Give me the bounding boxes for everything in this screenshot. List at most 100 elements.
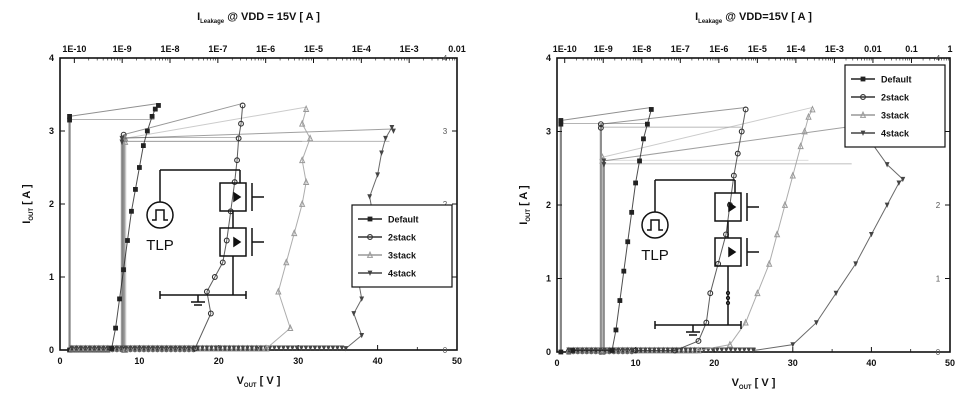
top-tick-label: 0.1 — [905, 44, 918, 54]
baseline-point — [167, 344, 175, 352]
data-point — [790, 342, 796, 348]
x-axis-label-subscript: OUT — [244, 383, 257, 389]
baseline-point — [87, 345, 93, 351]
baseline-point — [240, 345, 246, 351]
leakage-link-line — [602, 106, 813, 158]
baseline-point — [114, 345, 120, 351]
baseline-point — [330, 345, 336, 351]
data-point — [231, 179, 238, 186]
baseline-point — [105, 345, 111, 351]
data-point — [751, 348, 756, 354]
data-point — [632, 347, 639, 354]
leakage-series-3stack — [599, 106, 813, 355]
x-axis-label-rest: [ V ] — [752, 377, 776, 389]
baseline-point — [68, 344, 76, 352]
y-tick-label: 4 — [49, 53, 54, 63]
tlp-pulse-icon — [647, 219, 663, 231]
baseline-point — [137, 345, 142, 351]
baseline-point — [181, 344, 188, 352]
data-point — [754, 289, 761, 297]
leakage-point — [558, 349, 564, 355]
top-axis-title-rest: @ VDD = 15V [ A ] — [224, 11, 320, 23]
series-line — [635, 109, 747, 352]
top-tick-label: 1E-4 — [786, 44, 805, 54]
baseline-point — [290, 345, 295, 351]
legend-label-Default: Default — [388, 215, 419, 225]
data-point — [359, 296, 365, 302]
y2-tick-label: 2 — [936, 201, 941, 210]
leakage-point — [67, 117, 72, 123]
top-tick-label: 1E-10 — [553, 44, 577, 54]
baseline-point — [83, 345, 88, 351]
data-point — [391, 128, 396, 134]
baseline-point — [565, 346, 572, 354]
data-point — [129, 208, 134, 214]
baseline-point — [227, 345, 232, 351]
leakage-point — [558, 121, 564, 127]
data-point — [379, 150, 384, 156]
x-tick-label: 10 — [134, 356, 144, 366]
x-axis-label: VOUT [ V ] — [732, 377, 776, 391]
legend-label-3stack: 3stack — [881, 111, 910, 121]
baseline-point — [122, 344, 130, 352]
data-point — [137, 165, 142, 170]
series-line — [753, 127, 904, 352]
legend-label-4stack: 4stack — [388, 269, 417, 279]
data-point — [742, 106, 749, 113]
baseline-4stack — [69, 345, 345, 351]
x-tick-label: 40 — [373, 356, 383, 366]
baseline-point — [226, 344, 233, 352]
data-point — [211, 274, 218, 280]
y2-tick-label: 0 — [936, 348, 941, 357]
data-point — [896, 180, 902, 186]
data-point — [238, 120, 244, 127]
legend-marker-Default — [860, 76, 866, 82]
leakage-link-line — [125, 106, 307, 139]
data-point — [351, 311, 357, 317]
baseline-point — [682, 346, 689, 354]
data-point — [343, 346, 349, 352]
y-axis-label: IOUT [ A ] — [21, 184, 35, 224]
leakage-point — [601, 158, 607, 164]
data-point — [707, 290, 714, 297]
baseline-point — [299, 345, 304, 351]
baseline-point — [728, 347, 734, 353]
baseline-point — [155, 345, 160, 351]
baseline-point — [159, 345, 165, 351]
data-point — [144, 128, 150, 134]
y-tick-label: 2 — [49, 199, 54, 209]
baseline-point — [218, 345, 223, 351]
baseline-point — [128, 345, 133, 351]
baseline-point — [257, 344, 265, 352]
baseline-point — [212, 344, 220, 352]
data-point — [152, 106, 158, 112]
transistor-arrow-icon — [728, 246, 737, 258]
leakage-series-4stack — [601, 125, 856, 355]
chart-1: 0102030405001234012341E-101E-91E-81E-71E… — [21, 11, 466, 389]
y2-tick-label: 3 — [443, 127, 448, 136]
baseline-point — [566, 347, 572, 353]
circuit-inset — [146, 169, 264, 306]
data-point — [383, 135, 388, 142]
transistor-arrow-icon — [233, 236, 242, 248]
top-axis-title: ILeakage @ VDD = 15V [ A ] — [197, 11, 320, 25]
data-point — [853, 261, 859, 267]
baseline-point — [185, 344, 193, 352]
baseline-point — [615, 346, 622, 354]
top-tick-label: 1E-6 — [256, 44, 275, 54]
baseline-point — [199, 344, 206, 352]
data-point — [192, 345, 198, 352]
leakage-point — [601, 162, 607, 168]
data-point — [648, 107, 654, 112]
data-point — [113, 325, 118, 331]
baseline-point — [714, 347, 720, 353]
baseline-point — [326, 345, 331, 351]
data-point — [283, 258, 290, 266]
baseline-point — [146, 345, 151, 351]
baseline-point — [136, 344, 143, 352]
baseline-point — [119, 345, 124, 351]
data-point — [633, 180, 638, 186]
baseline-point — [176, 344, 184, 352]
y-tick-label: 2 — [546, 200, 551, 210]
leakage-link-line — [560, 106, 652, 121]
